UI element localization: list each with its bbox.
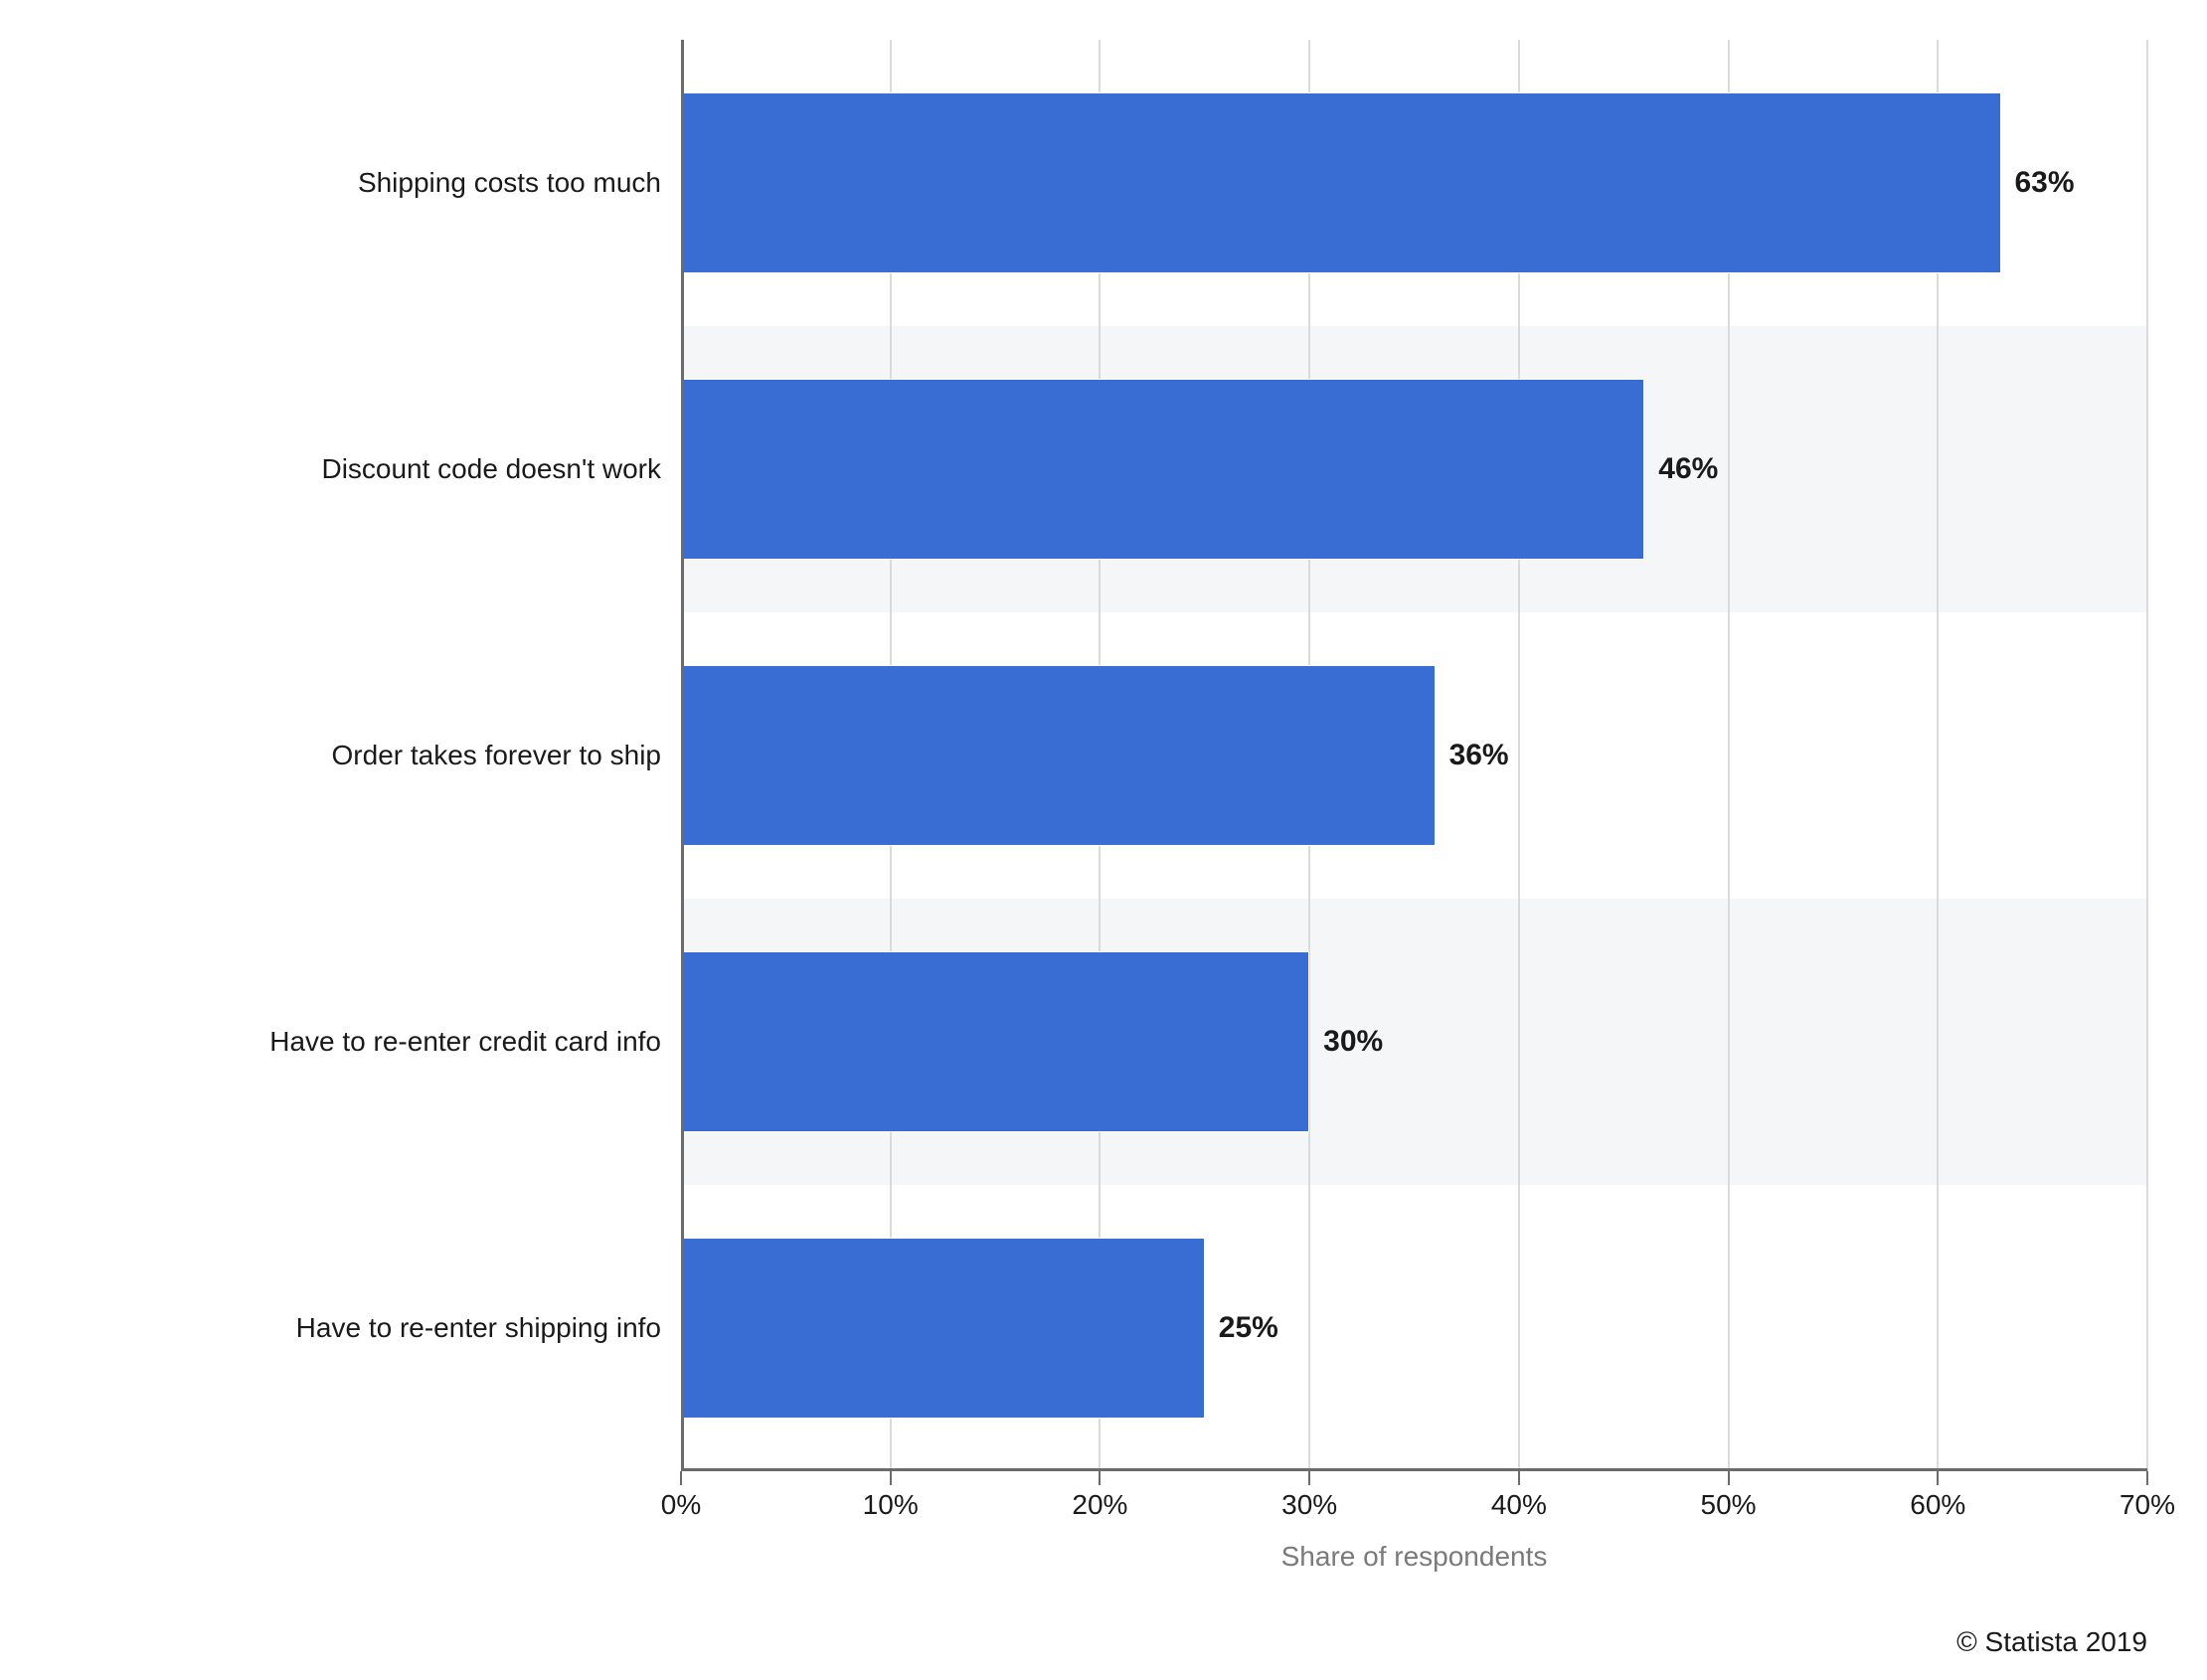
x-tick-label: 20% <box>1072 1489 1127 1521</box>
x-axis-title: Share of respondents <box>681 1541 2147 1573</box>
bar <box>681 379 1644 559</box>
bar <box>681 1238 1205 1418</box>
plot-area: 63% 46% 36% 30% 25% <box>681 40 2147 1471</box>
y-axis-labels: Shipping costs too much Discount code doe… <box>60 40 681 1471</box>
bar <box>681 92 2001 272</box>
y-axis-label: Shipping costs too much <box>358 167 661 199</box>
bar-value-label: 30% <box>1323 1025 1383 1059</box>
y-axis-label: Discount code doesn't work <box>321 453 661 485</box>
chart-area: Shipping costs too much Discount code doe… <box>60 40 2147 1471</box>
y-axis-label: Have to re-enter credit card info <box>269 1026 661 1058</box>
x-tick-label: 10% <box>863 1489 919 1521</box>
x-tick-mark <box>1518 1471 1520 1485</box>
x-tick-mark <box>1728 1471 1730 1485</box>
bar <box>681 665 1436 845</box>
y-axis-line <box>681 40 684 1471</box>
copyright-text: © Statista 2019 <box>1956 1626 2147 1658</box>
x-tick-mark <box>1937 1471 1939 1485</box>
x-tick-label: 0% <box>661 1489 701 1521</box>
x-tick-mark <box>890 1471 892 1485</box>
x-tick-mark <box>1308 1471 1310 1485</box>
x-tick-label: 70% <box>2120 1489 2175 1521</box>
bar-value-label: 25% <box>1219 1311 1278 1345</box>
bar-value-label: 46% <box>1658 452 1718 486</box>
x-tick-mark <box>680 1471 682 1485</box>
bar-value-label: 63% <box>2015 166 2075 200</box>
x-tick-label: 60% <box>1910 1489 1965 1521</box>
x-tick-label: 50% <box>1701 1489 1757 1521</box>
y-axis-label: Order takes forever to ship <box>332 740 661 771</box>
x-axis-ticks: 0%10%20%30%40%50%60%70% <box>681 1471 2147 1531</box>
x-tick-label: 40% <box>1491 1489 1547 1521</box>
x-tick-label: 30% <box>1281 1489 1337 1521</box>
y-axis-label: Have to re-enter shipping info <box>296 1312 661 1344</box>
gridline <box>2146 40 2148 1471</box>
x-tick-mark <box>1099 1471 1101 1485</box>
bar-value-label: 36% <box>1449 739 1509 772</box>
x-tick-mark <box>2146 1471 2148 1485</box>
chart-container: Shipping costs too much Discount code doe… <box>0 0 2207 1680</box>
bar <box>681 951 1309 1131</box>
plot-inner: 63% 46% 36% 30% 25% <box>681 40 2147 1471</box>
